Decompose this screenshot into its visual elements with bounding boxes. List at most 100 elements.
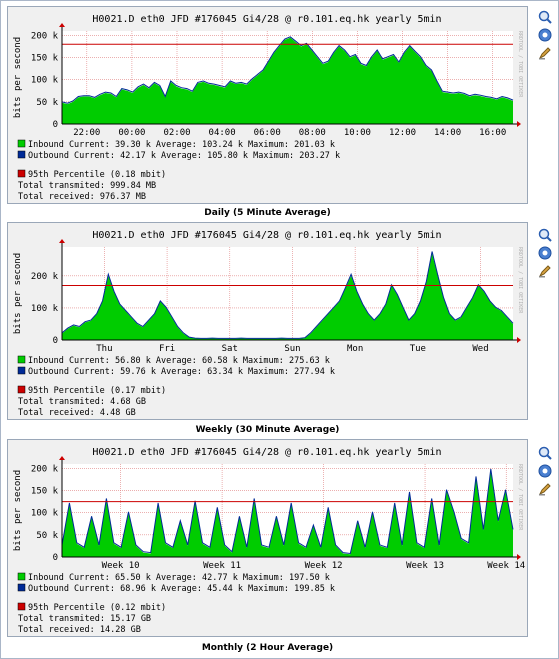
x-tick-label: Week 13 (406, 561, 444, 571)
x-tick-label: 06:00 (254, 128, 281, 138)
x-tick-label: Tue (410, 344, 426, 354)
outbound-swatch (17, 366, 26, 375)
x-tick-label: Wed (472, 344, 488, 354)
y-tick-label: 0 (53, 120, 58, 130)
x-tick-label: 12:00 (389, 128, 416, 138)
zoom-in-icon[interactable] (538, 446, 552, 460)
percentile-swatch (17, 169, 26, 178)
daily-graph-icons (538, 10, 554, 64)
graph-title: H0021.D eth0 JFD #176045 Gi4/28 @ r0.101… (92, 447, 441, 458)
weekly-caption: Weekly (30 Minute Average) (195, 425, 340, 435)
inbound-legend: Inbound Current: 39.30 k Average: 103.24… (28, 140, 335, 150)
edit-graph-icon[interactable] (538, 46, 552, 60)
inbound-area (62, 253, 513, 340)
x-tick-label: Week 12 (305, 561, 343, 571)
outbound-legend: Outbound Current: 59.76 k Average: 63.34… (28, 367, 335, 377)
y-tick-label: 150 k (31, 487, 59, 497)
x-tick-label: 00:00 (118, 128, 145, 138)
percentile-swatch (17, 385, 26, 394)
x-axis-arrow (517, 337, 521, 343)
inbound-legend: Inbound Current: 56.80 k Average: 60.58 … (28, 356, 330, 366)
x-tick-label: Sun (284, 344, 300, 354)
graph-title: H0021.D eth0 JFD #176045 Gi4/28 @ r0.101… (92, 14, 441, 25)
percentile-legend: 95th Percentile (0.12 mbit) (28, 603, 166, 613)
total-transmitted: Total transmited: 999.84 MB (18, 181, 156, 191)
outbound-legend: Outbound Current: 42.17 k Average: 105.8… (28, 151, 340, 161)
outbound-swatch (17, 583, 26, 592)
outbound-swatch (17, 150, 26, 159)
graph-title: H0021.D eth0 JFD #176045 Gi4/28 @ r0.101… (92, 230, 441, 241)
total-received: Total received: 4.48 GB (18, 408, 136, 418)
y-tick-label: 100 k (31, 76, 59, 86)
x-axis-arrow (517, 121, 521, 127)
total-received: Total received: 14.28 GB (18, 625, 141, 635)
zoom-in-icon[interactable] (538, 228, 552, 242)
x-tick-label: 04:00 (209, 128, 236, 138)
zoom-out-icon[interactable] (538, 28, 552, 42)
monthly-caption: Monthly (2 Hour Average) (201, 643, 334, 653)
y-axis-label: bits per second (13, 470, 23, 551)
inbound-area (62, 37, 513, 124)
y-tick-label: 50 k (36, 531, 58, 541)
outbound-line (61, 251, 514, 339)
x-tick-label: Week 14 (487, 561, 525, 571)
x-axis-arrow (517, 554, 521, 560)
outbound-legend: Outbound Current: 68.96 k Average: 45.44… (28, 584, 335, 594)
daily-graph-panel: H0021.D eth0 JFD #176045 Gi4/28 @ r0.101… (7, 6, 528, 204)
y-tick-label: 0 (53, 553, 58, 563)
total-transmitted: Total transmited: 4.68 GB (18, 397, 146, 407)
y-tick-label: 200 k (31, 31, 59, 41)
x-tick-label: Mon (347, 344, 363, 354)
x-tick-label: 10:00 (344, 128, 371, 138)
y-tick-label: 200 k (31, 464, 59, 474)
y-tick-label: 50 k (36, 98, 58, 108)
y-tick-label: 100 k (31, 304, 59, 314)
y-axis-label: bits per second (13, 253, 23, 334)
monthly-graph: H0021.D eth0 JFD #176045 Gi4/28 @ r0.101… (13, 447, 525, 635)
y-tick-label: 100 k (31, 509, 59, 519)
y-tick-label: 200 k (31, 272, 59, 282)
watermark: RRDTOOL / TOBI OETIKER (517, 464, 523, 531)
x-tick-label: 22:00 (73, 128, 100, 138)
monthly-graph-icons (538, 446, 554, 500)
monthly-graph-panel: H0021.D eth0 JFD #176045 Gi4/28 @ r0.101… (7, 439, 528, 637)
watermark: RRDTOOL / TOBI OETIKER (517, 31, 523, 98)
x-tick-label: Thu (96, 344, 112, 354)
y-axis-arrow (59, 23, 65, 27)
zoom-in-icon[interactable] (538, 10, 552, 24)
percentile-swatch (17, 602, 26, 611)
weekly-graph-icons (538, 228, 554, 282)
edit-graph-icon[interactable] (538, 264, 552, 278)
inbound-swatch (17, 355, 26, 364)
y-axis-arrow (59, 456, 65, 460)
x-tick-label: Week 11 (203, 561, 241, 571)
total-received: Total received: 976.37 MB (18, 192, 146, 202)
x-tick-label: 16:00 (479, 128, 506, 138)
total-transmitted: Total transmited: 15.17 GB (18, 614, 151, 624)
watermark: RRDTOOL / TOBI OETIKER (517, 247, 523, 314)
inbound-legend: Inbound Current: 65.50 k Average: 42.77 … (28, 573, 330, 583)
daily-caption: Daily (5 Minute Average) (204, 208, 331, 218)
weekly-graph-panel: H0021.D eth0 JFD #176045 Gi4/28 @ r0.101… (7, 222, 528, 420)
x-tick-label: Fri (159, 344, 175, 354)
weekly-graph: H0021.D eth0 JFD #176045 Gi4/28 @ r0.101… (13, 230, 523, 418)
daily-graph: H0021.D eth0 JFD #176045 Gi4/28 @ r0.101… (13, 14, 523, 202)
zoom-out-icon[interactable] (538, 246, 552, 260)
y-axis-label: bits per second (13, 37, 23, 118)
outbound-line (61, 468, 514, 555)
x-tick-label: 08:00 (299, 128, 326, 138)
y-tick-label: 0 (53, 336, 58, 346)
x-tick-label: Week 10 (102, 561, 140, 571)
inbound-swatch (17, 572, 26, 581)
y-axis-arrow (59, 239, 65, 243)
x-tick-label: Sat (222, 344, 238, 354)
x-tick-label: 02:00 (163, 128, 190, 138)
percentile-legend: 95th Percentile (0.17 mbit) (28, 386, 166, 396)
x-tick-label: 14:00 (434, 128, 461, 138)
y-tick-label: 150 k (31, 54, 59, 64)
inbound-swatch (17, 139, 26, 148)
edit-graph-icon[interactable] (538, 482, 552, 496)
zoom-out-icon[interactable] (538, 464, 552, 478)
percentile-legend: 95th Percentile (0.18 mbit) (28, 170, 166, 180)
outbound-line (61, 36, 514, 104)
